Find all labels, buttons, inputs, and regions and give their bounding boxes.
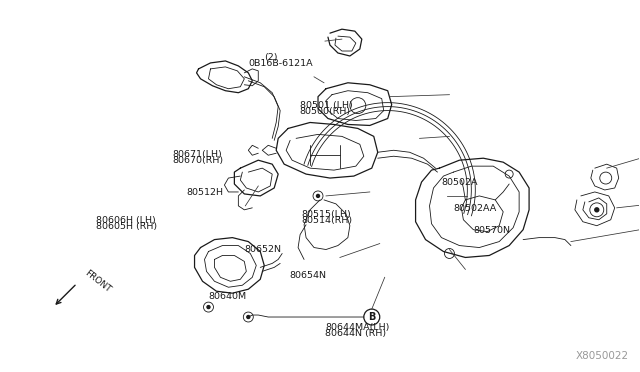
Text: B: B — [368, 312, 376, 322]
Text: (2): (2) — [264, 53, 277, 62]
Text: 80502AA: 80502AA — [454, 204, 497, 214]
Text: 80644MA(LH): 80644MA(LH) — [325, 323, 390, 331]
Text: 80512H: 80512H — [186, 188, 223, 197]
Text: 80501 (LH): 80501 (LH) — [300, 101, 353, 110]
Text: 80640M: 80640M — [209, 292, 246, 301]
Text: 80671(LH): 80671(LH) — [172, 151, 222, 160]
Text: 80644N (RH): 80644N (RH) — [325, 329, 386, 338]
Text: 80515(LH): 80515(LH) — [301, 210, 351, 219]
Text: 80500(RH): 80500(RH) — [300, 107, 351, 116]
Circle shape — [207, 306, 210, 309]
Text: 80654N: 80654N — [289, 271, 326, 280]
Text: 0B16B-6121A: 0B16B-6121A — [248, 59, 313, 68]
Circle shape — [247, 315, 250, 318]
Text: FRONT: FRONT — [83, 268, 113, 294]
Circle shape — [317, 195, 319, 198]
Text: 80570N: 80570N — [473, 226, 510, 235]
Text: 80606H (LH): 80606H (LH) — [96, 216, 156, 225]
Circle shape — [595, 208, 599, 212]
Text: 80514(RH): 80514(RH) — [301, 216, 352, 225]
Text: 80670(RH): 80670(RH) — [172, 156, 223, 166]
Text: X8050022: X8050022 — [575, 351, 628, 361]
Text: 80605H (RH): 80605H (RH) — [96, 222, 157, 231]
Text: 80652N: 80652N — [245, 245, 282, 254]
Text: 80502A: 80502A — [441, 178, 477, 187]
